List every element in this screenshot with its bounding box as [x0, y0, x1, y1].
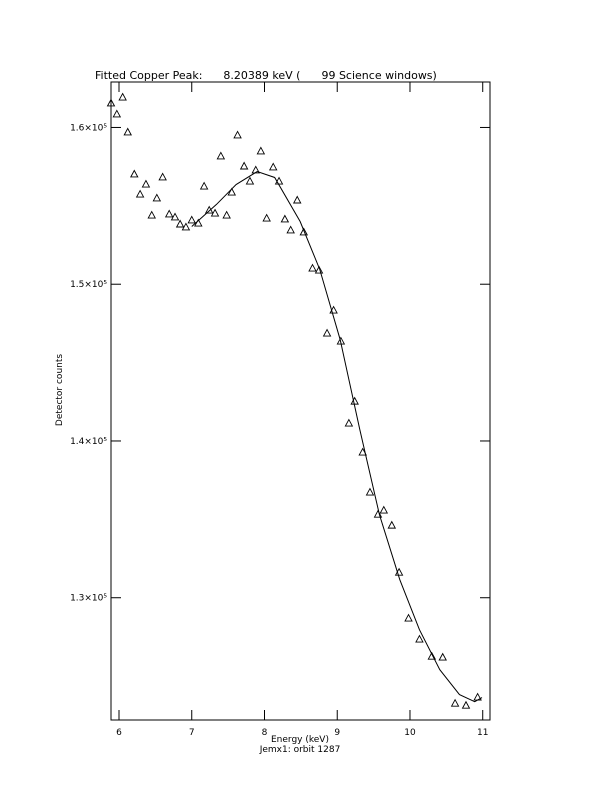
- data-point: [170, 212, 180, 221]
- data-point: [286, 225, 295, 234]
- data-point: [233, 130, 242, 139]
- x-tick-label: 7: [189, 728, 195, 738]
- chart-title: Fitted Copper Peak: 8.20389 keV ( 99 Sci…: [95, 69, 437, 82]
- data-point: [147, 210, 156, 219]
- y-tick-label: 1.4×10⁵: [70, 437, 107, 447]
- y-tick-label: 1.6×10⁵: [70, 123, 107, 133]
- subtitle: Jemx1: orbit 1287: [259, 745, 341, 755]
- data-point: [450, 698, 460, 707]
- data-point: [344, 418, 354, 427]
- data-point: [175, 219, 185, 228]
- data-point: [322, 328, 332, 337]
- data-point: [365, 487, 375, 496]
- data-point: [379, 505, 389, 514]
- data-point: [308, 263, 317, 272]
- fit-line: [191, 170, 483, 703]
- data-point: [438, 652, 447, 661]
- data-point: [427, 651, 437, 660]
- x-tick-label: 10: [404, 728, 416, 738]
- x-axis-label: Energy (keV): [271, 735, 329, 745]
- data-point: [135, 189, 145, 198]
- data-point: [415, 634, 424, 643]
- data-point: [181, 222, 191, 231]
- data-point: [268, 162, 278, 171]
- data-point: [314, 265, 324, 274]
- data-point: [404, 613, 413, 622]
- y-tick-label: 1.5×10⁵: [70, 280, 107, 290]
- data-point: [164, 209, 174, 218]
- x-tick-label: 9: [334, 728, 340, 738]
- data-point: [123, 127, 132, 136]
- data-point: [130, 169, 139, 178]
- data-point: [299, 227, 309, 236]
- data-point: [106, 98, 116, 107]
- data-point: [461, 700, 471, 709]
- data-point: [141, 179, 151, 188]
- data-point: [239, 161, 249, 170]
- plot-frame: [110, 81, 491, 721]
- data-point: [262, 213, 271, 222]
- data-point: [222, 210, 231, 219]
- data-point: [280, 214, 290, 223]
- x-tick-label: 8: [262, 728, 268, 738]
- data-point: [227, 187, 237, 196]
- data-point: [256, 146, 266, 155]
- data-point: [210, 208, 220, 217]
- x-tick-label: 11: [477, 728, 488, 738]
- data-point: [199, 181, 209, 190]
- data-point: [216, 151, 226, 160]
- data-point: [158, 172, 167, 181]
- data-point: [118, 92, 127, 101]
- data-point: [152, 193, 162, 202]
- data-point: [112, 109, 122, 118]
- data-point: [245, 176, 255, 185]
- y-axis-label: Detector counts: [55, 354, 65, 426]
- y-tick-label: 1.3×10⁵: [70, 594, 107, 604]
- data-point: [387, 520, 397, 529]
- x-tick-label: 6: [116, 728, 122, 738]
- data-point: [292, 195, 302, 204]
- data-point: [187, 215, 197, 224]
